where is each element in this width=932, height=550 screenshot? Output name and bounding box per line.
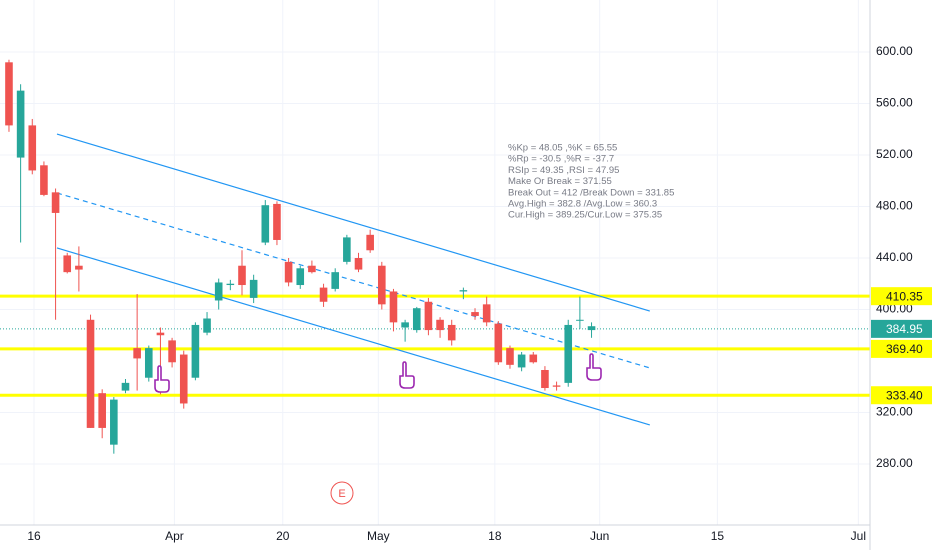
candle-body	[144, 348, 153, 378]
annotation-line: Break Out = 412 /Break Down = 331.85	[508, 187, 674, 198]
candle-body	[366, 234, 374, 251]
x-tick-label: Apr	[165, 529, 184, 543]
candle-body	[121, 382, 130, 391]
x-tick-label: 20	[276, 529, 290, 543]
candle-body	[447, 324, 456, 341]
candle-body	[506, 348, 514, 365]
annotation-line: Make Or Break = 371.55	[508, 176, 612, 187]
candle-body	[203, 318, 211, 333]
candle-body	[331, 272, 340, 289]
candle-body	[308, 265, 316, 273]
y-tick-label: 480.00	[876, 199, 913, 213]
annotation-line: Cur.High = 389.25/Cur.Low = 375.35	[508, 210, 662, 221]
level-tag	[871, 287, 932, 306]
candle-body	[226, 283, 235, 286]
y-tick-label: 440.00	[876, 250, 913, 264]
candle-body	[284, 261, 293, 283]
level-label: 333.40	[886, 388, 923, 402]
candle-body	[389, 291, 398, 323]
candle-body	[28, 125, 37, 171]
candle-body	[249, 279, 258, 298]
x-tick-label: Jul	[851, 529, 866, 543]
candle-body	[319, 287, 328, 302]
x-tick-label: 18	[488, 529, 502, 543]
trendline	[56, 192, 650, 369]
candle-body	[459, 290, 468, 292]
x-tick-label: May	[367, 529, 390, 543]
candle-body	[517, 354, 526, 368]
event-marker[interactable]	[330, 481, 354, 505]
x-tick-label: Jun	[590, 529, 609, 543]
grid	[0, 0, 870, 525]
candle-body	[16, 90, 25, 158]
candle-body	[564, 324, 573, 383]
candle-body	[576, 319, 584, 321]
event-label[interactable]: E	[338, 488, 345, 500]
candle-body	[541, 369, 549, 389]
candle-body	[168, 340, 176, 363]
trendline	[56, 133, 650, 312]
candle-body	[5, 62, 13, 126]
candle-body	[156, 332, 165, 336]
candle-body	[424, 301, 433, 331]
candle-body	[343, 237, 351, 262]
last-price-tag	[871, 319, 932, 338]
axes: 280.00320.00400.00440.00480.00520.00560.…	[27, 44, 932, 543]
annotation-line: RSIp = 49.35 ,RSI = 47.95	[508, 165, 619, 176]
candle-body	[354, 257, 363, 270]
candle-body	[191, 324, 200, 378]
y-tick-label: 520.00	[876, 147, 913, 161]
candle-body	[482, 304, 491, 323]
level-tag	[871, 339, 932, 358]
candles	[5, 59, 596, 454]
candle-body	[296, 268, 305, 286]
candle-body	[471, 312, 479, 316]
candle-body	[179, 354, 188, 404]
candle-body	[214, 282, 223, 301]
hand-icon	[154, 365, 170, 393]
candle-body	[273, 203, 281, 240]
y-tick-label: 600.00	[876, 44, 913, 58]
annotation-line: %Rp = -30.5 ,%R = -37.7	[508, 154, 614, 165]
annotation-line: Avg.High = 382.8 /Avg.Low = 360.3	[508, 199, 657, 210]
levels	[0, 294, 870, 397]
candle-body	[238, 265, 246, 286]
annotation-line: %Kp = 48.05 ,%K = 65.55	[508, 143, 617, 154]
candle-body	[63, 255, 72, 273]
candle-body	[98, 393, 106, 428]
level-tag	[871, 386, 932, 405]
x-tick-label: 15	[711, 529, 725, 543]
trendline	[56, 247, 650, 426]
candle-body	[75, 265, 83, 270]
candle-body	[436, 319, 444, 331]
trendlines	[56, 133, 650, 426]
candle-body	[86, 319, 95, 428]
candle-body	[110, 399, 118, 445]
level-label: 410.35	[886, 289, 923, 303]
candle-body	[40, 165, 48, 195]
candle-body	[401, 322, 409, 328]
candle-body	[51, 192, 60, 213]
hand-icons	[154, 353, 602, 393]
level-label: 369.40	[886, 342, 923, 356]
candle-body	[133, 348, 141, 359]
y-tick-label: 560.00	[876, 96, 913, 110]
candle-body	[378, 265, 386, 305]
candle-body	[552, 385, 561, 387]
last-price-label: 384.95	[886, 322, 923, 336]
x-tick-label: 16	[27, 529, 41, 543]
hand-icon	[399, 361, 415, 389]
candle-body	[412, 308, 421, 331]
candle-body	[494, 323, 503, 363]
annotation: %Kp = 48.05 ,%K = 65.55%Rp = -30.5 ,%R =…	[508, 143, 674, 221]
candle-body	[587, 326, 596, 331]
y-tick-label: 320.00	[876, 405, 913, 419]
candle-body	[261, 205, 270, 243]
y-tick-label: 280.00	[876, 456, 913, 470]
hand-icon	[586, 353, 602, 381]
candle-body	[529, 354, 538, 363]
